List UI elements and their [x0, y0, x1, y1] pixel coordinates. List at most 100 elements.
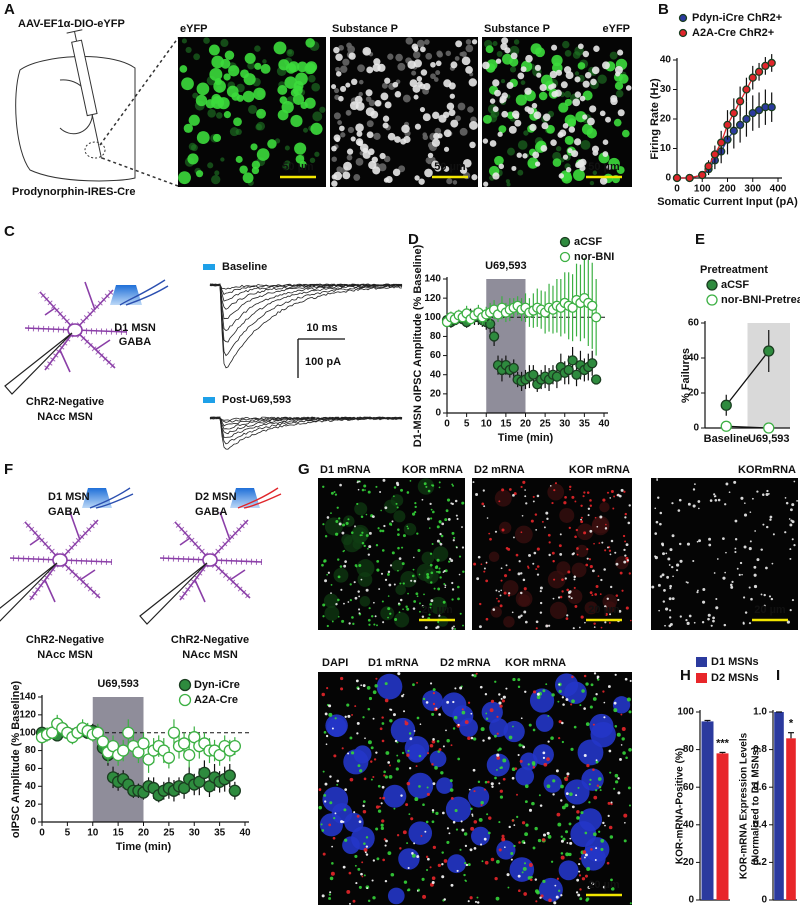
- cell: [370, 615, 374, 618]
- cell: [552, 158, 562, 167]
- cell: [586, 548, 589, 551]
- cell: [756, 490, 759, 493]
- y-tick-label: 0: [30, 817, 36, 828]
- cell: [469, 848, 473, 852]
- cell: [397, 672, 401, 676]
- cell: [397, 602, 400, 605]
- cell: [378, 805, 381, 808]
- cell: [396, 754, 399, 757]
- x-tick-label: 300: [744, 184, 761, 195]
- cell: [753, 573, 757, 577]
- cell: [439, 532, 442, 536]
- cell: [497, 131, 503, 137]
- shaded-label: U69,593: [97, 678, 139, 690]
- cell: [624, 512, 627, 516]
- cell: [418, 573, 421, 576]
- cell: [429, 605, 432, 609]
- cell: [534, 826, 538, 831]
- cell: [748, 622, 752, 625]
- cell: [401, 546, 404, 549]
- cell: [521, 871, 524, 874]
- cell: [772, 533, 775, 536]
- cell: [468, 788, 471, 791]
- cell: [602, 690, 605, 693]
- y-tick-label: 40: [688, 353, 700, 364]
- cell: [366, 131, 374, 139]
- cell: [376, 624, 378, 627]
- cell: [533, 551, 537, 555]
- cell: [714, 499, 718, 502]
- cell: [383, 499, 398, 514]
- cell: [498, 701, 502, 705]
- cell: [203, 37, 210, 44]
- recorded-label: NAcc MSN: [37, 649, 93, 661]
- cell: [552, 151, 562, 161]
- cell: [501, 699, 505, 703]
- cell: [564, 90, 572, 98]
- cell: [196, 131, 210, 144]
- cell: [382, 621, 385, 624]
- cell: [350, 751, 355, 755]
- cell: [379, 797, 382, 800]
- cell: [492, 79, 500, 87]
- cell: [668, 616, 672, 619]
- cell: [464, 844, 468, 847]
- cell: [489, 537, 492, 541]
- cell: [224, 50, 235, 61]
- cell: [397, 569, 399, 572]
- cell: [403, 880, 408, 884]
- cell: [677, 509, 681, 512]
- cell: [766, 525, 769, 529]
- micrograph: [178, 37, 326, 187]
- cell: [326, 516, 330, 519]
- y-tick-label: 0: [665, 173, 671, 184]
- cell: [413, 94, 419, 100]
- cell: [551, 501, 554, 505]
- x-tick-label: 10: [481, 419, 493, 430]
- cell: [612, 696, 631, 714]
- cell: [426, 792, 430, 796]
- cell: [573, 578, 576, 581]
- cell: [654, 507, 657, 510]
- cell: [324, 517, 343, 536]
- cell: [445, 729, 447, 732]
- cell: [569, 488, 571, 491]
- cell: [455, 40, 463, 48]
- cell: [654, 555, 657, 558]
- cell: [441, 875, 445, 879]
- cell: [503, 720, 525, 743]
- cell: [432, 782, 436, 786]
- micrograph: [330, 37, 478, 187]
- cell: [354, 525, 356, 528]
- cell: [551, 44, 558, 51]
- cell: [207, 162, 214, 169]
- cell: [584, 831, 588, 835]
- cell: [655, 520, 659, 524]
- cell: [389, 764, 391, 767]
- cell: [525, 54, 533, 63]
- cell: [362, 47, 372, 56]
- cell: [429, 866, 432, 869]
- cell: [586, 491, 590, 494]
- cell: [485, 561, 488, 564]
- cell: [409, 479, 412, 482]
- cell: [590, 848, 593, 851]
- cell: [422, 803, 425, 807]
- cell: [338, 522, 342, 526]
- cell: [553, 489, 556, 492]
- cell: [458, 573, 461, 576]
- marker: [167, 726, 181, 739]
- cell: [442, 600, 446, 604]
- cell: [760, 548, 763, 551]
- bar: [786, 738, 796, 900]
- cell: [377, 809, 382, 813]
- scale-label: 20 µm: [588, 604, 620, 616]
- marker: [528, 369, 539, 380]
- cell: [623, 490, 626, 493]
- cell: [525, 823, 529, 827]
- cell: [464, 720, 469, 725]
- cell: [322, 523, 325, 526]
- cell: [223, 111, 231, 119]
- cell: [379, 491, 382, 494]
- cell: [465, 39, 472, 45]
